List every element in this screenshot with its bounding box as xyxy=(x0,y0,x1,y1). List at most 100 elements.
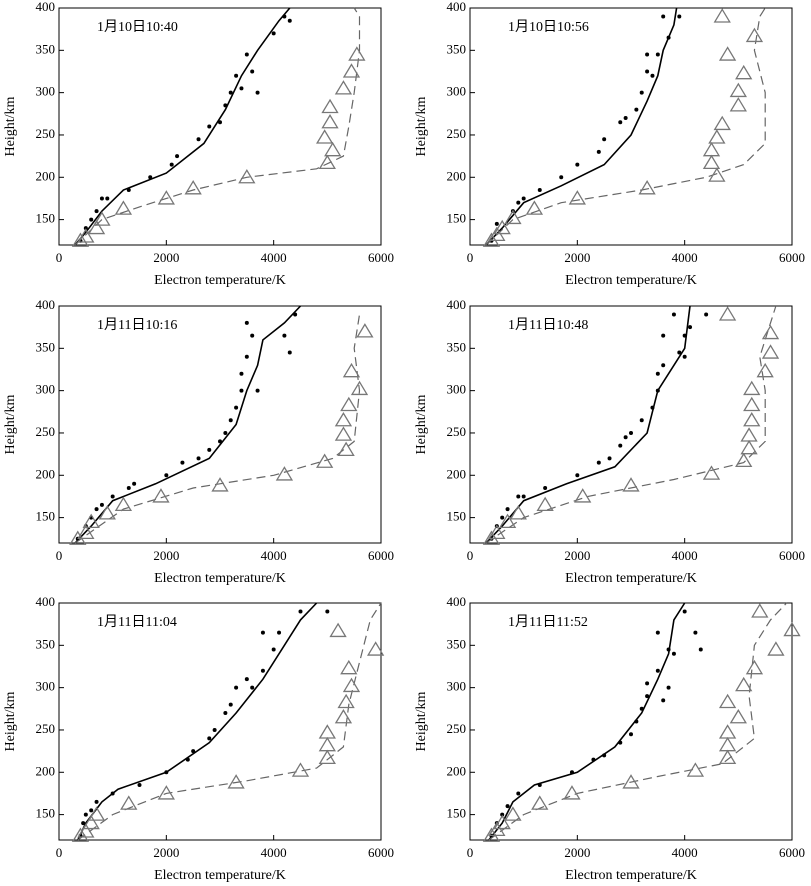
dot-marker xyxy=(639,90,644,95)
dot-marker xyxy=(639,418,644,423)
dot-marker xyxy=(105,196,110,201)
triangle-marker xyxy=(321,98,339,114)
y-tick-label: 400 xyxy=(36,594,56,609)
x-tick-label: 6000 xyxy=(779,845,805,860)
triangle-marker xyxy=(337,441,355,457)
dot-marker xyxy=(618,443,623,448)
x-axis-label: Electron temperature/K xyxy=(565,273,697,288)
triangle-marker xyxy=(340,396,358,412)
y-tick-label: 400 xyxy=(447,594,467,609)
triangle-marker xyxy=(622,477,640,492)
triangle-marker xyxy=(751,603,769,618)
dot-marker xyxy=(645,69,650,74)
dot-marker xyxy=(325,609,330,614)
x-tick-label: 2000 xyxy=(153,250,179,265)
plot-frame xyxy=(469,7,793,246)
dot-marker xyxy=(282,333,287,338)
triangle-marker xyxy=(708,167,726,182)
y-tick-label: 150 xyxy=(36,211,56,226)
dot-marker xyxy=(239,388,244,393)
triangle-marker xyxy=(318,749,336,765)
triangle-marker xyxy=(98,505,116,520)
triangle-marker xyxy=(638,180,656,195)
dot-marker xyxy=(255,90,260,95)
dot-marker xyxy=(196,137,201,142)
triangle-marker xyxy=(718,46,737,61)
dot-marker xyxy=(704,312,709,317)
x-tick-label: 0 xyxy=(56,250,63,265)
dashed-line xyxy=(485,305,777,544)
y-tick-label: 200 xyxy=(36,466,56,481)
x-tick-label: 0 xyxy=(467,845,474,860)
triangle-marker xyxy=(504,209,522,225)
y-tick-label: 250 xyxy=(447,721,467,736)
triangle-marker xyxy=(87,219,106,235)
dot-marker xyxy=(494,221,499,226)
triangle-marker xyxy=(340,659,358,675)
triangle-marker xyxy=(318,154,336,170)
dot-marker xyxy=(175,154,180,159)
y-tick-label: 250 xyxy=(447,424,467,439)
dot-marker xyxy=(505,804,510,809)
triangle-marker xyxy=(729,97,747,112)
panel: 0 2000 4000 6000 150 200 250 300 350 400 Electron … xyxy=(414,594,805,883)
solid-line xyxy=(485,7,678,246)
dot-marker xyxy=(671,651,676,656)
y-tick-label: 300 xyxy=(447,679,467,694)
triangle-marker xyxy=(318,736,336,752)
dot-marker xyxy=(234,405,239,410)
dot-marker xyxy=(196,456,201,461)
panel: 0 2000 4000 6000 150 200 250 300 350 400 Electron … xyxy=(414,0,805,288)
y-tick-label: 400 xyxy=(447,0,467,14)
y-tick-label: 400 xyxy=(447,297,467,312)
dot-marker xyxy=(655,52,660,57)
y-tick-label: 150 xyxy=(447,211,467,226)
triangle-marker xyxy=(316,129,334,144)
y-tick-label: 200 xyxy=(36,763,56,778)
dot-marker xyxy=(671,312,676,317)
triangle-marker xyxy=(713,115,731,131)
triangle-marker xyxy=(713,8,731,23)
dot-marker xyxy=(244,52,249,57)
triangle-marker xyxy=(337,693,355,709)
triangle-marker xyxy=(504,806,522,821)
triangle-marker xyxy=(536,496,554,512)
y-tick-label: 350 xyxy=(36,339,56,354)
plot-frame xyxy=(58,7,382,246)
triangle-marker xyxy=(157,785,175,800)
x-axis-label: Electron temperature/K xyxy=(565,571,697,586)
dot-marker xyxy=(596,460,601,465)
dot-marker xyxy=(623,435,628,440)
triangle-marker xyxy=(740,427,758,442)
dot-marker xyxy=(629,430,633,435)
triangle-marker xyxy=(743,396,761,412)
x-tick-label: 2000 xyxy=(564,250,590,265)
dot-marker xyxy=(287,350,292,355)
dot-marker xyxy=(655,371,660,376)
x-tick-label: 2000 xyxy=(564,845,590,860)
y-tick-label: 200 xyxy=(447,168,467,183)
triangle-marker xyxy=(334,709,353,724)
plot-frame xyxy=(469,305,793,544)
x-tick-label: 2000 xyxy=(153,548,179,563)
triangle-marker xyxy=(87,806,106,821)
plot-frame xyxy=(58,602,382,841)
y-tick-label: 250 xyxy=(36,721,56,736)
dot-marker xyxy=(180,460,185,465)
dot-marker xyxy=(666,685,671,690)
panel: 0 2000 4000 6000 150 200 250 300 350 400 Electron … xyxy=(3,0,394,288)
panel: 0 2000 4000 6000 150 200 250 300 350 400 Electron … xyxy=(3,297,394,586)
y-tick-label: 250 xyxy=(36,424,56,439)
dot-marker xyxy=(94,507,99,512)
dot-marker xyxy=(575,473,580,478)
triangle-marker xyxy=(718,693,737,709)
dot-marker xyxy=(255,388,260,393)
triangle-marker xyxy=(321,114,339,129)
triangle-marker xyxy=(82,814,100,830)
triangle-marker xyxy=(152,488,170,503)
dot-marker xyxy=(537,187,542,192)
triangle-marker xyxy=(729,82,747,98)
dot-marker xyxy=(89,217,94,222)
x-tick-label: 4000 xyxy=(672,845,698,860)
solid-line xyxy=(74,7,291,246)
